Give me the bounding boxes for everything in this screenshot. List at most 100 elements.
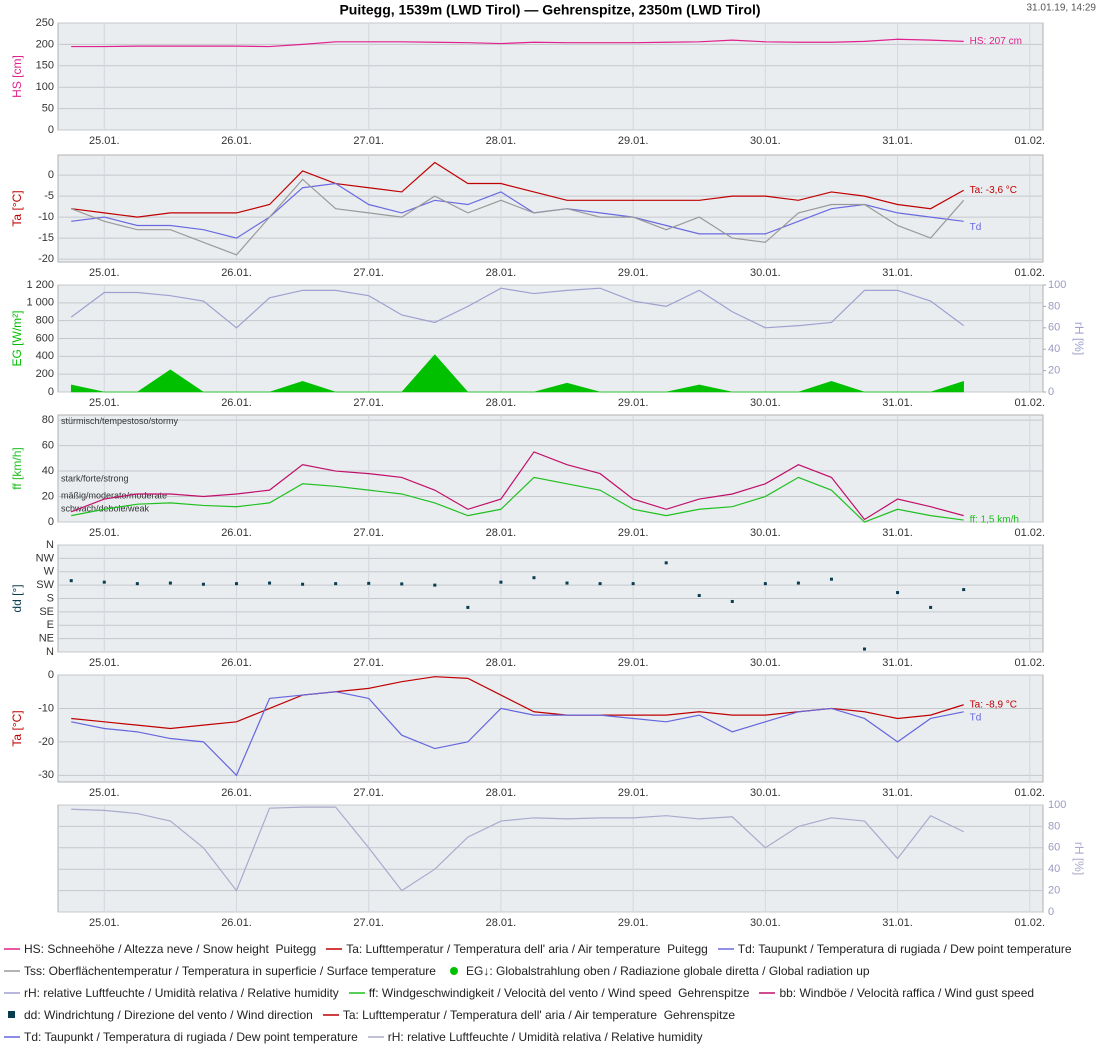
series-line bbox=[71, 476, 964, 523]
x-tick-label: 25.01. bbox=[89, 397, 120, 409]
radiation-area bbox=[70, 354, 964, 393]
y-axis-label: EG [W/m²] bbox=[10, 311, 24, 367]
x-tick-label: 25.01. bbox=[89, 135, 120, 147]
x-tick-label: 26.01. bbox=[221, 917, 252, 929]
legend-marker bbox=[717, 948, 734, 950]
y-tick-label: 0 bbox=[48, 386, 54, 398]
legend-label: HS: Schneehöhe / Altezza neve / Snow hei… bbox=[24, 942, 317, 956]
y-tick-label: -15 bbox=[38, 232, 54, 244]
x-tick-label: 26.01. bbox=[221, 135, 252, 147]
x-tick-label: 30.01. bbox=[750, 267, 781, 279]
legend-label: Tss: Oberflächentemperatur / Temperatura… bbox=[24, 964, 436, 978]
y-tick-label: N bbox=[46, 539, 54, 551]
x-tick-label: 28.01. bbox=[486, 135, 517, 147]
y-axis-label: ff [km/h] bbox=[10, 447, 24, 489]
dd-point bbox=[234, 582, 238, 586]
zone-label: mäßig/moderato/moderate bbox=[61, 491, 167, 501]
x-tick-label: 29.01. bbox=[618, 527, 649, 539]
x-tick-label: 29.01. bbox=[618, 397, 649, 409]
y-tick-label: -20 bbox=[38, 736, 54, 748]
x-tick-label: 28.01. bbox=[486, 917, 517, 929]
legend-entry: EG↓: Globalstrahlung oben / Radiazione g… bbox=[446, 960, 870, 982]
series-line bbox=[71, 182, 964, 239]
series-line bbox=[71, 451, 964, 521]
legend-marker bbox=[4, 948, 20, 950]
legend-symbol bbox=[8, 1011, 15, 1018]
x-tick-label: 31.01. bbox=[882, 657, 913, 669]
dd-point bbox=[532, 576, 536, 580]
x-tick-label: 30.01. bbox=[750, 787, 781, 799]
y-tick-label: 0 bbox=[48, 516, 54, 528]
dd-point bbox=[499, 580, 503, 584]
legend-label: ff: Windgeschwindigkeit / Velocità del v… bbox=[368, 986, 750, 1000]
y-tick-label: 0 bbox=[48, 669, 54, 681]
y-tick-label: 0 bbox=[48, 124, 54, 136]
y2-tick-label: 0 bbox=[1048, 906, 1054, 918]
x-tick-label: 30.01. bbox=[750, 135, 781, 147]
y-tick-label: -5 bbox=[44, 190, 54, 202]
legend-entry: bb: Windböe / Velocità raffica / Wind gu… bbox=[759, 982, 1034, 1004]
y-tick-label: NW bbox=[36, 552, 55, 564]
series-line bbox=[71, 691, 964, 777]
x-tick-label: 27.01. bbox=[353, 135, 384, 147]
panel-background bbox=[57, 674, 1044, 783]
x-tick-label: 26.01. bbox=[221, 657, 252, 669]
legend-entry: Td: Taupunkt / Temperatura di rugiada / … bbox=[4, 1026, 358, 1048]
x-tick-label: 30.01. bbox=[750, 657, 781, 669]
legend-label: Td: Taupunkt / Temperatura di rugiada / … bbox=[737, 942, 1072, 956]
end-label: Td bbox=[970, 712, 982, 723]
dd-point bbox=[863, 647, 867, 651]
legend: HS: Schneehöhe / Altezza neve / Snow hei… bbox=[4, 938, 1094, 1048]
y-tick-label: 600 bbox=[36, 332, 54, 344]
y-tick-label: 40 bbox=[42, 465, 54, 477]
x-tick-label: 28.01. bbox=[486, 397, 517, 409]
y2-tick-label: 60 bbox=[1048, 842, 1060, 854]
y-tick-label: 400 bbox=[36, 350, 54, 362]
y-tick-label: E bbox=[47, 619, 54, 631]
x-tick-label: 27.01. bbox=[353, 657, 384, 669]
dd-point bbox=[697, 594, 701, 598]
x-tick-label: 29.01. bbox=[618, 657, 649, 669]
dd-point bbox=[268, 581, 272, 585]
dd-point bbox=[102, 580, 106, 584]
x-tick-label: 25.01. bbox=[89, 917, 120, 929]
panel-background bbox=[57, 414, 1044, 523]
y-tick-label: 150 bbox=[36, 60, 54, 72]
y2-tick-label: 80 bbox=[1048, 300, 1060, 312]
dd-point bbox=[631, 582, 635, 586]
x-tick-label: 28.01. bbox=[486, 657, 517, 669]
zone-label: stürmisch/tempestoso/stormy bbox=[61, 416, 179, 426]
end-label: Ta: -3,6 °C bbox=[970, 185, 1017, 196]
dd-point bbox=[664, 561, 668, 565]
series-line bbox=[71, 178, 965, 256]
legend-entry: dd: Windrichtung / Direzione del vento /… bbox=[4, 1004, 313, 1026]
y-tick-label: 100 bbox=[36, 81, 54, 93]
y2-tick-label: 40 bbox=[1048, 863, 1060, 875]
dd-point bbox=[896, 591, 900, 595]
x-tick-label: 27.01. bbox=[353, 527, 384, 539]
legend-marker bbox=[348, 992, 365, 994]
y-axis-label: dd [°] bbox=[10, 584, 24, 612]
x-tick-label: 01.02. bbox=[1014, 527, 1045, 539]
dd-point bbox=[301, 582, 305, 586]
chart-title: Puitegg, 1539m (LWD Tirol) — Gehrenspitz… bbox=[339, 2, 760, 18]
legend-label: rH: relative Luftfeuchte / Umidità relat… bbox=[387, 1030, 703, 1044]
legend-label: rH: relative Luftfeuchte / Umidità relat… bbox=[24, 986, 339, 1000]
y-tick-label: 0 bbox=[48, 169, 54, 181]
dd-point bbox=[730, 599, 734, 603]
legend-label: EG↓: Globalstrahlung oben / Radiazione g… bbox=[465, 964, 870, 978]
x-tick-label: 27.01. bbox=[353, 787, 384, 799]
y-axis-label: Ta [°C] bbox=[10, 190, 24, 226]
end-label: HS: 207 cm bbox=[970, 36, 1022, 47]
dd-point bbox=[367, 581, 371, 585]
y-tick-label: 250 bbox=[36, 17, 54, 29]
legend-marker bbox=[322, 1014, 339, 1016]
x-tick-label: 26.01. bbox=[221, 787, 252, 799]
legend-entry: HS: Schneehöhe / Altezza neve / Snow hei… bbox=[4, 938, 316, 960]
x-tick-label: 27.01. bbox=[353, 397, 384, 409]
x-tick-label: 29.01. bbox=[618, 917, 649, 929]
y-axis-label: Ta [°C] bbox=[10, 710, 24, 746]
end-label: Ta: -8,9 °C bbox=[970, 699, 1017, 710]
legend-entry: Td: Taupunkt / Temperatura di rugiada / … bbox=[717, 938, 1072, 960]
x-tick-label: 31.01. bbox=[882, 527, 913, 539]
